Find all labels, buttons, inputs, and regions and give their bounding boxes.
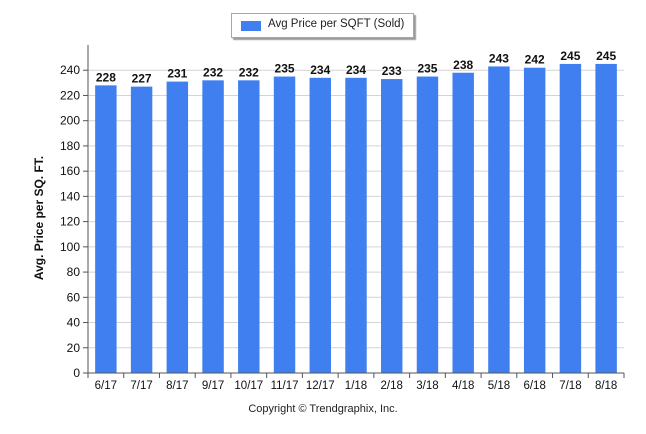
legend: Avg Price per SQFT (Sold) [231,13,414,38]
x-tick-label: 5/18 [488,380,510,392]
copyright-text: Copyright © Trendgraphix, Inc. [248,403,398,415]
y-tick-label: 200 [60,114,80,128]
legend-swatch [241,21,261,31]
x-tick-label: 8/17 [166,380,188,392]
axes [87,45,624,374]
x-tick-label: 8/18 [595,380,617,392]
bar-value-label: 231 [167,67,187,81]
x-tick-label: 7/18 [559,380,581,392]
bar [523,67,546,373]
bar-value-label: 228 [96,70,116,84]
x-tick-label: 4/18 [452,380,474,392]
x-tick-label: 10/17 [234,380,263,392]
bar-value-label: 232 [203,65,223,79]
data-labels: 228 227 231 232 232 235 234 234 233 235 238 243 242 2… [96,49,617,86]
bar [130,86,153,373]
x-axis-ticks: 6/17 7/17 8/17 9/17 10/17 11/17 12/17 1/18 2/18 3… [87,373,625,392]
bar [95,85,117,373]
y-tick-label: 160 [60,164,80,178]
bar [238,80,260,374]
x-tick-label: 11/17 [271,380,299,392]
x-tick-label: 1/18 [345,380,367,392]
y-tick-label: 20 [67,341,81,355]
y-tick-label: 80 [67,265,81,279]
x-tick-label: 3/18 [416,380,438,392]
bar [166,81,189,373]
bar-value-label: 243 [489,51,509,65]
x-tick-label: 6/17 [95,380,117,392]
bars [95,63,617,374]
bar-value-label: 242 [525,53,545,67]
y-tick-label: 60 [67,290,81,304]
bar [273,76,296,374]
bar [345,77,367,374]
y-axis-ticks: 0 20 40 60 80 100 120 140 160 180 200 220 240 [60,63,88,380]
bar-value-label: 245 [560,49,580,63]
bar [488,66,510,373]
bar-value-label: 234 [346,63,366,77]
y-tick-label: 180 [60,139,80,153]
x-tick-label: 6/18 [523,380,545,392]
bar-value-label: 245 [596,49,616,63]
legend-label: Avg Price per SQFT (Sold) [268,18,405,30]
bar-value-label: 238 [453,58,473,72]
x-tick-label: 2/18 [381,380,403,392]
y-tick-label: 100 [60,240,80,254]
bar-value-label: 227 [132,72,152,86]
y-tick-label: 220 [60,88,80,102]
y-tick-label: 40 [67,316,81,330]
x-tick-label: 12/17 [306,380,335,392]
bar-value-label: 234 [310,63,330,77]
bar [595,63,617,374]
bar [452,72,474,373]
bar [416,76,439,374]
bar [381,79,403,374]
bar-value-label: 233 [382,64,402,78]
y-tick-label: 0 [73,366,80,380]
bar [202,80,224,374]
bar [309,77,331,374]
bar-value-label: 235 [275,62,295,76]
y-tick-label: 120 [60,215,80,229]
x-tick-label: 9/17 [202,380,224,392]
y-tick-label: 140 [60,189,80,203]
bar-value-label: 232 [239,65,259,79]
y-tick-label: 240 [60,63,80,77]
bar [559,63,582,374]
y-axis-title: Avg. Price per SQ. FT. [32,156,46,280]
bar-value-label: 235 [417,62,437,76]
x-tick-label: 7/17 [130,380,152,392]
